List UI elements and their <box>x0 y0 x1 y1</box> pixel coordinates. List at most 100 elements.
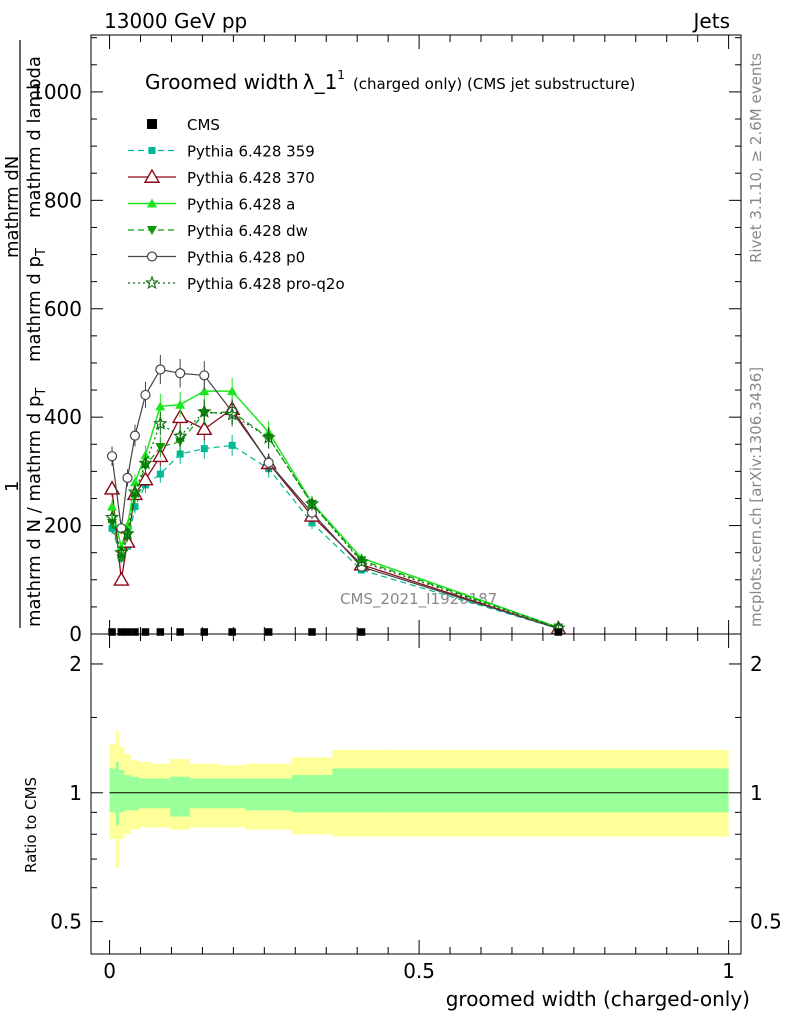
header-category: Jets <box>692 9 730 33</box>
uncertainty-band-inner <box>115 762 119 826</box>
series-cms <box>108 628 563 636</box>
data-point <box>176 450 184 458</box>
data-point <box>120 526 135 540</box>
data-point <box>117 628 126 636</box>
data-point <box>129 430 141 441</box>
legend-marker-3 <box>147 198 157 208</box>
ytick-label-main: 800 <box>44 188 82 212</box>
data-point <box>156 470 164 478</box>
uncertainty-band-inner <box>190 778 219 809</box>
data-point <box>227 386 238 396</box>
data-point <box>127 484 143 499</box>
data-point <box>114 545 129 559</box>
data-point <box>554 628 563 636</box>
data-point <box>155 442 166 452</box>
ytick-label-ratio: 1 <box>69 781 82 805</box>
data-point <box>228 628 236 636</box>
data-point <box>176 628 184 636</box>
data-point <box>175 368 186 379</box>
ratio-frame <box>90 633 742 955</box>
data-point <box>108 628 116 636</box>
data-point <box>308 519 316 527</box>
data-point <box>228 441 236 449</box>
data-point <box>131 503 139 511</box>
data-point <box>137 471 154 486</box>
legend-marker-4 <box>147 226 157 235</box>
uncertainty-band-inner <box>170 776 191 817</box>
data-point <box>304 496 320 511</box>
ylabel-den-1: mathrm d N / mathrm d pT <box>24 388 49 627</box>
data-point <box>357 628 366 636</box>
legend-label-0: CMS <box>187 116 220 134</box>
ytick-label-ratio: 0.5 <box>50 910 82 934</box>
uncertainty-band-inner <box>332 768 391 813</box>
legend-label-2: Pythia 6.428 370 <box>187 169 315 187</box>
legend-label-4: Pythia 6.428 dw <box>187 222 308 240</box>
data-point <box>196 420 213 436</box>
data-point <box>116 523 127 534</box>
ytick-label-ratio-right: 1 <box>750 781 763 805</box>
data-point <box>131 628 139 636</box>
data-point <box>113 571 130 586</box>
data-point <box>155 401 166 411</box>
ytick-label-ratio: 2 <box>69 652 82 676</box>
data-point <box>138 455 153 470</box>
legend-label-6: Pythia 6.428 pro-q2o <box>187 275 345 293</box>
data-point <box>197 404 212 418</box>
data-point <box>200 628 209 636</box>
xtick-label: 0 <box>103 959 116 983</box>
legend-marker-0 <box>147 119 157 129</box>
legend-marker-1 <box>148 147 156 154</box>
data-point <box>199 370 210 381</box>
data-point <box>224 407 240 421</box>
data-point <box>156 628 165 636</box>
uncertainty-band-inner <box>118 770 125 813</box>
legend-label-3: Pythia 6.428 a <box>187 196 295 214</box>
mcplots-label: mcplots.cern.ch [arXiv:1306.3436] <box>747 367 765 627</box>
uncertainty-band-inner <box>130 776 140 811</box>
ytick-label-ratio-right: 2 <box>750 652 763 676</box>
data-point <box>155 364 166 375</box>
uncertainty-band-inner <box>151 778 171 809</box>
uncertainty-band-inner <box>139 778 152 809</box>
rivet-label: Rivet 3.1.10, ≥ 2.6M events <box>747 53 765 263</box>
ylabel-top: 1 mathrm dN mathrm d N / mathrm d pT mat… <box>2 40 49 628</box>
ylabel-den-3: mathrm d lambda <box>24 56 45 218</box>
data-point <box>140 389 151 401</box>
ytick-label-main: 600 <box>44 297 82 321</box>
ytick-label-main: 1000 <box>31 80 82 104</box>
xtick-label: 1 <box>722 959 735 983</box>
uncertainty-band-inner <box>390 768 729 813</box>
data-point <box>172 428 188 443</box>
data-point <box>123 628 132 636</box>
data-point <box>175 399 186 409</box>
data-point <box>200 445 208 453</box>
data-point <box>261 430 276 444</box>
data-point <box>107 501 118 511</box>
data-point <box>106 451 118 462</box>
data-point <box>129 477 140 487</box>
legend-label-1: Pythia 6.428 359 <box>187 143 315 161</box>
data-point <box>264 628 273 636</box>
ytick-label-main: 0 <box>69 622 82 646</box>
ylabel-ratio: Ratio to CMS <box>22 777 40 873</box>
legend: CMS Pythia 6.428 359 Pythia 6.428 370 Pythi… <box>128 116 345 293</box>
legend-marker-6 <box>144 275 160 290</box>
ytick-label-main: 200 <box>44 514 82 538</box>
series-6 <box>104 399 566 635</box>
data-point <box>199 386 210 396</box>
watermark: CMS_2021_I1920187 <box>340 590 497 609</box>
uncertainty-band-inner <box>291 775 333 813</box>
data-point <box>122 472 133 483</box>
data-point <box>354 554 369 569</box>
uncertainty-band-inner <box>245 778 292 811</box>
ytick-label-ratio-right: 0.5 <box>750 910 782 934</box>
data-point <box>141 628 150 636</box>
uncertainty-band-inner <box>109 768 116 813</box>
data-point <box>104 510 120 524</box>
data-point <box>308 628 316 636</box>
header-energy: 13000 GeV pp <box>104 9 247 33</box>
ytick-label-main: 400 <box>44 405 82 429</box>
ylabel-den-2: mathrm d pT <box>24 248 49 362</box>
